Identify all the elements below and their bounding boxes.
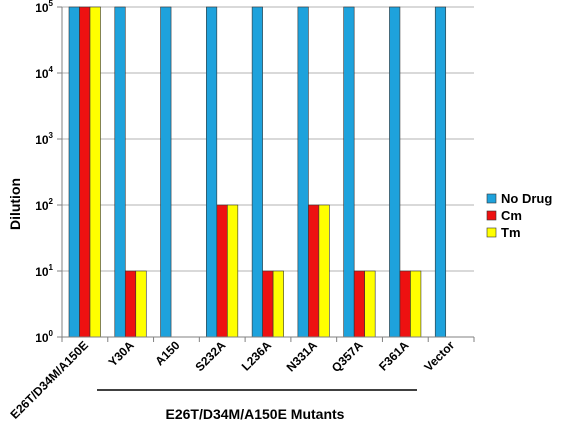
x-tick-label: N331A bbox=[284, 338, 321, 375]
legend-label: Tm bbox=[501, 225, 521, 240]
x-tick-label: Q357A bbox=[329, 338, 366, 375]
bar bbox=[89, 6, 101, 338]
x-tick-label: E26T/D34M/A150E bbox=[8, 338, 91, 421]
bar bbox=[399, 270, 411, 338]
bar bbox=[343, 6, 355, 338]
x-tick-label: S232A bbox=[192, 338, 228, 374]
legend-swatch bbox=[486, 210, 497, 221]
y-tick-label: 103 bbox=[35, 131, 53, 147]
x-tick-label: Y30A bbox=[106, 338, 137, 369]
bar bbox=[216, 204, 228, 338]
x-tick-label: F361A bbox=[376, 338, 412, 374]
bar bbox=[124, 270, 137, 338]
legend-swatch bbox=[486, 227, 497, 238]
y-tick-label: 101 bbox=[35, 263, 53, 279]
bar bbox=[227, 204, 239, 338]
x-tick-label: A150 bbox=[152, 338, 182, 368]
bar bbox=[297, 6, 309, 338]
bar bbox=[434, 6, 447, 338]
bar bbox=[68, 6, 80, 338]
bar bbox=[206, 6, 218, 338]
y-tick-labels: 100 101 102 103 104 105 bbox=[35, 0, 53, 345]
y-tick-label: 104 bbox=[35, 65, 53, 81]
bar bbox=[135, 270, 147, 338]
bar bbox=[364, 270, 376, 338]
bar bbox=[410, 270, 422, 338]
x-tick-label: L236A bbox=[239, 338, 275, 374]
legend-label: No Drug bbox=[501, 191, 552, 206]
y-tick-label: 102 bbox=[35, 197, 53, 213]
legend: No Drug Cm Tm bbox=[486, 191, 552, 240]
y-tick-label: 105 bbox=[35, 0, 53, 15]
bars bbox=[68, 6, 447, 338]
bar bbox=[389, 6, 401, 338]
bar bbox=[160, 6, 172, 338]
axes bbox=[57, 7, 475, 342]
bar bbox=[308, 204, 320, 338]
bar bbox=[262, 270, 274, 338]
y-axis-label: Dilution bbox=[7, 178, 23, 230]
bar bbox=[353, 270, 365, 338]
bar bbox=[114, 6, 126, 338]
legend-swatch bbox=[486, 193, 497, 204]
x-tick-label: Vector bbox=[421, 338, 457, 374]
legend-label: Cm bbox=[501, 208, 522, 223]
bar bbox=[318, 204, 330, 338]
bar bbox=[79, 6, 91, 338]
x-axis-label: E26T/D34M/A150E Mutants bbox=[166, 406, 345, 422]
bar bbox=[251, 6, 263, 338]
y-tick-label: 100 bbox=[35, 329, 53, 345]
bar bbox=[272, 270, 284, 338]
